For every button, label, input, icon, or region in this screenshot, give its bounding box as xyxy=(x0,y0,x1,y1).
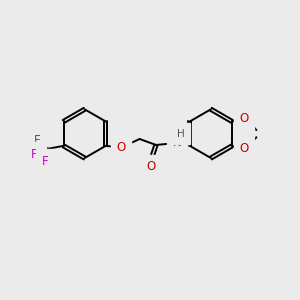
Text: F: F xyxy=(42,155,48,168)
Text: O: O xyxy=(116,141,126,154)
Text: F: F xyxy=(32,148,38,161)
Text: N: N xyxy=(173,136,182,149)
Text: H: H xyxy=(177,129,185,139)
Text: O: O xyxy=(146,160,155,173)
Text: O: O xyxy=(239,112,249,125)
Text: O: O xyxy=(239,142,249,155)
Text: F: F xyxy=(33,134,40,147)
